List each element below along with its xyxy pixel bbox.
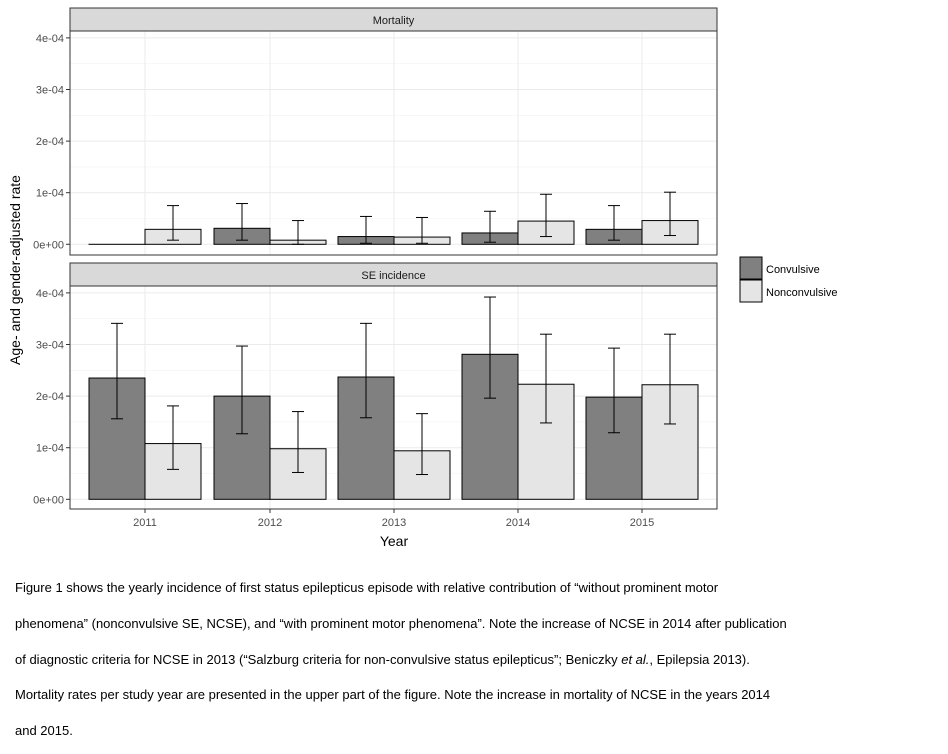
x-tick-label: 2012 bbox=[258, 517, 282, 529]
legend-label: Convulsive bbox=[766, 264, 820, 276]
facet-strip-label: Mortality bbox=[373, 15, 415, 27]
y-tick-label: 3e-04 bbox=[36, 340, 64, 352]
legend-key-convulsive bbox=[739, 256, 763, 280]
caption-text: , Epilepsia 2013). bbox=[649, 652, 750, 667]
y-tick-label: 4e-04 bbox=[36, 288, 64, 300]
y-tick-label: 1e-04 bbox=[36, 443, 64, 455]
x-tick-label: 2015 bbox=[630, 517, 654, 529]
legend-key-nonconvulsive bbox=[739, 279, 763, 303]
x-tick-label: 2011 bbox=[133, 517, 157, 529]
caption-line: of diagnostic criteria for NCSE in 2013 … bbox=[15, 652, 750, 667]
caption-text: of diagnostic criteria for NCSE in 2013 … bbox=[15, 652, 622, 667]
x-tick-label: 2013 bbox=[382, 517, 406, 529]
legend-label: Nonconvulsive bbox=[766, 287, 838, 299]
caption-line: Figure 1 shows the yearly incidence of f… bbox=[15, 580, 719, 595]
facet-strip bbox=[69, 262, 718, 287]
y-tick-label: 2e-04 bbox=[36, 136, 64, 148]
y-axis-label: Age- and gender-adjusted rate bbox=[7, 175, 23, 365]
caption-line: Mortality rates per study year are prese… bbox=[15, 687, 771, 702]
x-axis-label: Year bbox=[380, 533, 409, 549]
caption-line: and 2015. bbox=[15, 723, 73, 738]
y-tick-label: 4e-04 bbox=[36, 33, 64, 45]
facet-strip bbox=[69, 7, 718, 32]
x-tick-label: 2014 bbox=[506, 517, 530, 529]
caption-italic: et al. bbox=[621, 652, 650, 667]
caption-line: phenomena” (nonconvulsive SE, NCSE), and… bbox=[15, 616, 787, 631]
facet-strip-label: SE incidence bbox=[361, 270, 425, 282]
y-tick-label: 0e+00 bbox=[33, 239, 64, 251]
faceted-bar-chart: 0e+00 1e-04 2e-04 3e-04 4e-04 Mortality 0e+00 1… bbox=[7, 7, 838, 549]
y-tick-label: 1e-04 bbox=[36, 188, 64, 200]
y-tick-label: 0e+00 bbox=[33, 494, 64, 506]
y-tick-label: 3e-04 bbox=[36, 85, 64, 97]
y-tick-label: 2e-04 bbox=[36, 391, 64, 403]
